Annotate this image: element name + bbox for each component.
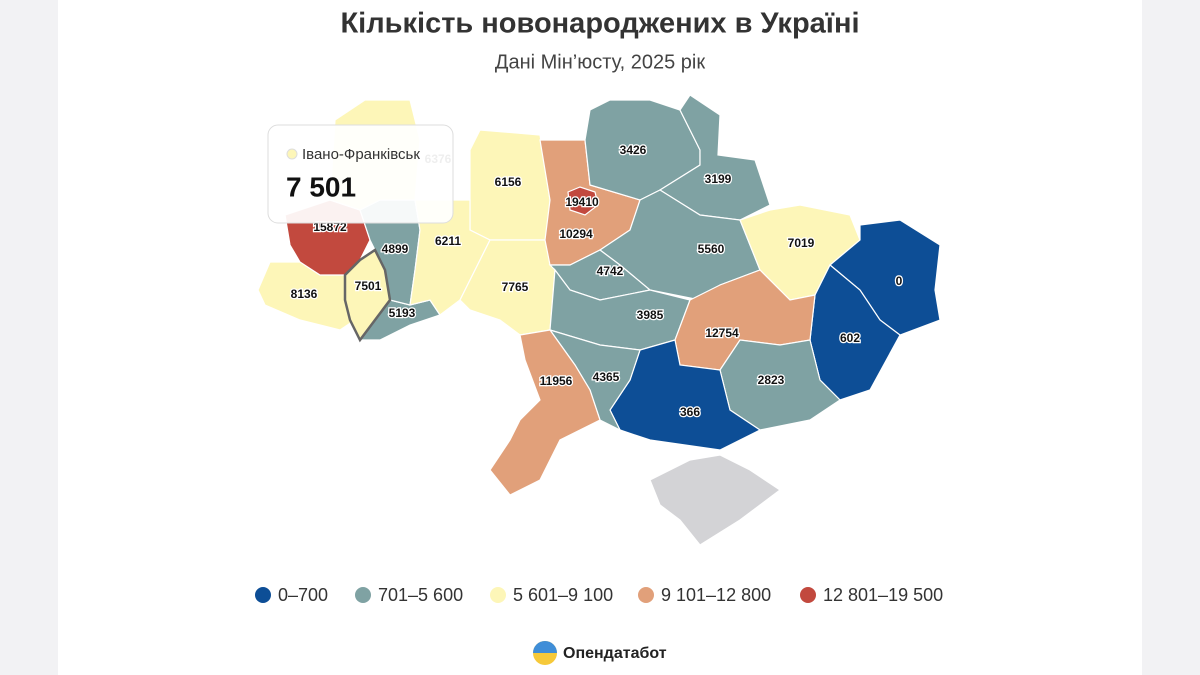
tooltip-region: Івано-Франківськ <box>302 146 420 163</box>
region-label: 7019 <box>788 236 815 250</box>
region-label: 2823 <box>758 373 785 387</box>
region-label: 5193 <box>389 306 416 320</box>
legend-label: 5 601–9 100 <box>513 585 613 605</box>
brand-name: Опендатабот <box>563 645 667 662</box>
region-label: 3985 <box>637 308 664 322</box>
region-label: 12754 <box>705 326 739 340</box>
region-highlight <box>343 248 392 343</box>
legend-swatch <box>638 587 654 603</box>
tooltip: Івано-Франківськ 7 501 <box>267 124 454 224</box>
tooltip-dot <box>286 148 298 160</box>
region-label: 7765 <box>502 280 529 294</box>
choropleth-region <box>567 186 599 216</box>
region-label: 6211 <box>435 234 461 248</box>
tooltip-box <box>267 124 454 224</box>
region-label: 5560 <box>698 242 725 256</box>
region-label: 3426 <box>620 143 647 157</box>
region-label: 0 <box>896 274 903 288</box>
choropleth-region <box>409 199 491 316</box>
legend-swatch <box>355 587 371 603</box>
legend-label: 12 801–19 500 <box>823 585 943 605</box>
region-label: 6156 <box>495 175 522 189</box>
legend-swatch <box>490 587 506 603</box>
title: Кількість новонароджених в Україні <box>340 8 859 40</box>
region-label: 4742 <box>597 264 624 278</box>
choropleth-region <box>658 94 771 221</box>
subtitle: Дані Мін’юсту, 2025 рік <box>495 51 705 73</box>
regions <box>257 94 941 546</box>
region-label: 10294 <box>559 227 593 241</box>
region-label: 7501 <box>355 279 382 293</box>
brand-logo-top <box>533 641 557 653</box>
tooltip-value: 7 501 <box>286 171 356 202</box>
choropleth-region <box>649 454 782 546</box>
region-label: 3199 <box>705 172 732 186</box>
region-label: 4365 <box>593 370 620 384</box>
legend-swatch <box>255 587 271 603</box>
legend-label: 9 101–12 800 <box>661 585 771 605</box>
legend-label: 0–700 <box>278 585 328 605</box>
legend-label: 701–5 600 <box>378 585 463 605</box>
region-label: 19410 <box>565 195 599 209</box>
region-label: 366 <box>680 405 700 419</box>
legend: 0–700 701–5 600 5 601–9 100 9 101–12 800 12 … <box>255 585 943 605</box>
legend-swatch <box>800 587 816 603</box>
region-label: 8136 <box>291 287 318 301</box>
region-label: 11956 <box>540 374 573 388</box>
region-label: 4899 <box>382 242 409 256</box>
brand: Опендатабот <box>533 641 667 665</box>
region-label: 602 <box>840 331 860 345</box>
choropleth-region <box>489 329 601 496</box>
